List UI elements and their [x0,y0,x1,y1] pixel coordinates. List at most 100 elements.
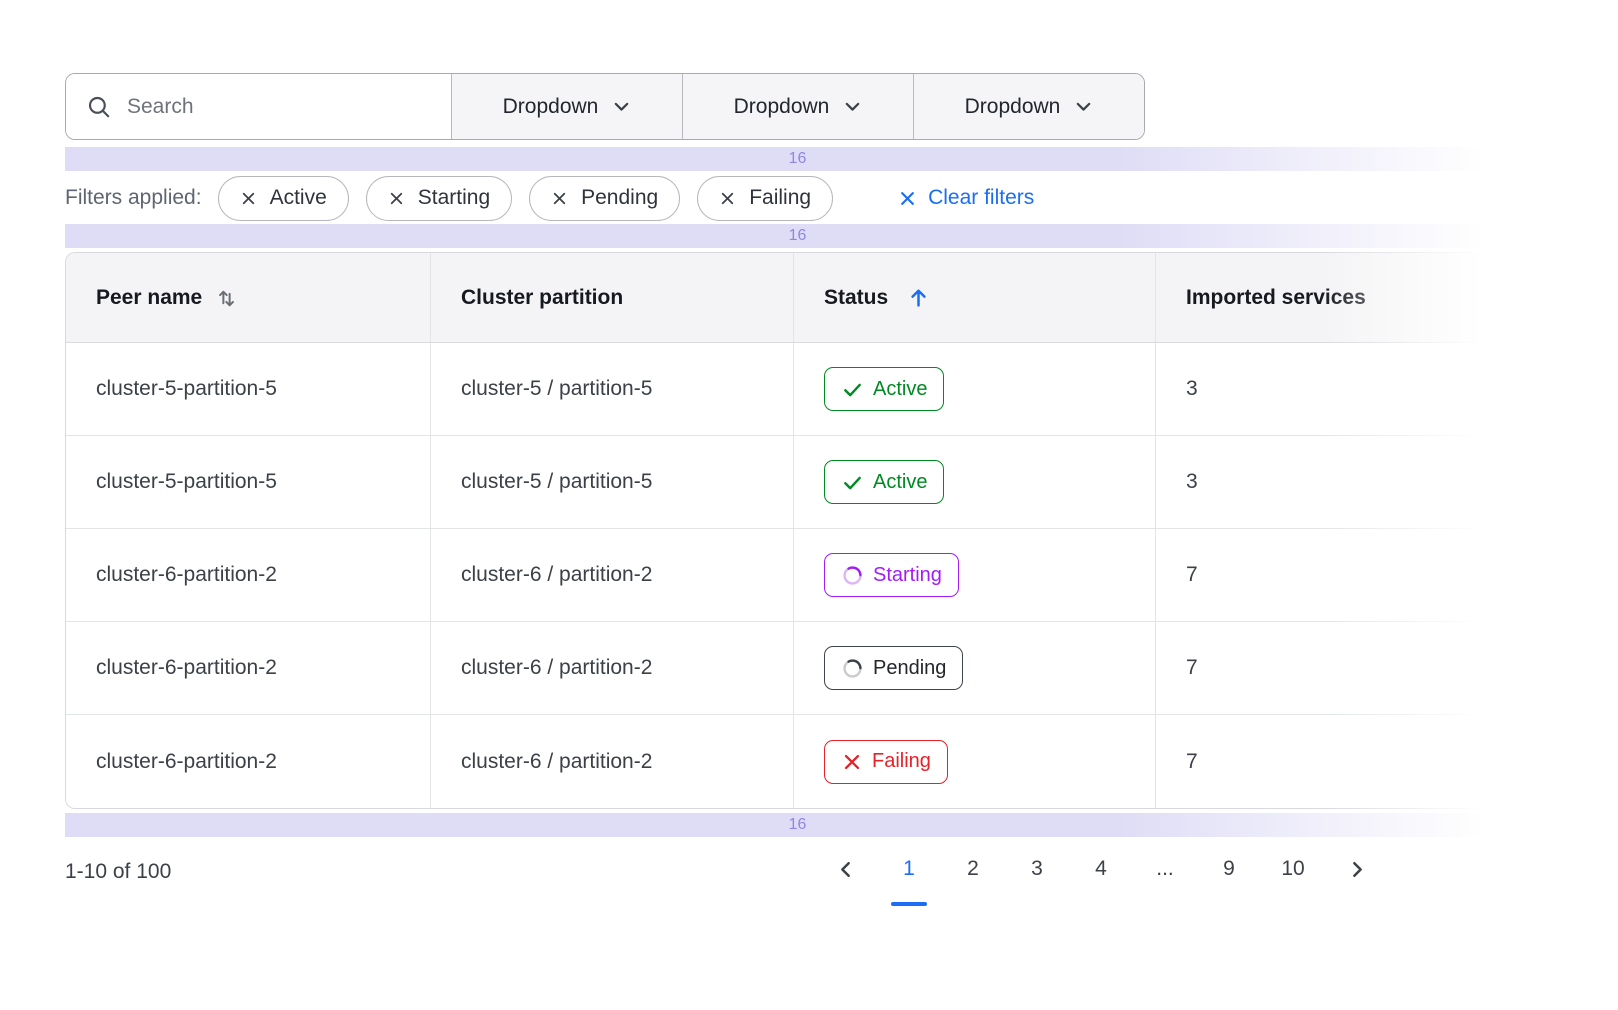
dropdown-label: Dropdown [502,94,599,118]
imported-services-cell: 3 [1186,377,1198,400]
search-input[interactable] [127,94,431,119]
peer-name-cell: cluster-6-partition-2 [66,715,431,808]
filter-pill-label: Active [269,186,327,209]
chevron-down-icon [843,97,862,116]
column-header-label: Status [824,285,889,309]
close-icon [719,190,736,207]
spacing-annotation-bar: 16 [65,147,1530,171]
page-number: 1 [903,857,915,880]
status-cell: Pending [794,622,1156,714]
current-page-underline [891,902,927,906]
cluster-partition-cell: cluster-6 / partition-2 [431,529,794,621]
close-icon [240,190,257,207]
page-button-2[interactable]: 2 [955,857,991,906]
cluster-partition-cell: cluster-5 / partition-5 [431,343,794,435]
page-number: 4 [1095,857,1107,880]
chevron-down-icon [1074,97,1093,116]
previous-page-button[interactable] [827,857,863,906]
filters-applied-label: Filters applied: [65,186,202,209]
peer-name-cell: cluster-6-partition-2 [66,529,431,621]
sort-both-icon [214,285,239,310]
page-button-10[interactable]: 10 [1275,857,1311,906]
status-cell: Active [794,343,1156,435]
search-icon [86,94,112,120]
imported-services-cell: 7 [1186,563,1198,586]
peers-table: Peer name Cluster partition Status [65,252,1510,809]
spinner-icon [841,564,864,587]
peers-table-wrap: Peer name Cluster partition Status [65,252,1530,809]
table-row: cluster-6-partition-2 cluster-6 / partit… [66,715,1510,808]
search-box[interactable] [66,74,451,139]
dropdown-button-1[interactable]: Dropdown [451,74,682,139]
status-badge-label: Active [873,377,928,400]
close-icon [388,190,405,207]
cluster-partition-cell: cluster-5 / partition-5 [431,436,794,528]
dropdown-label: Dropdown [733,94,830,118]
column-header-label: Peer name [96,285,203,309]
status-badge: Failing [824,739,948,784]
filter-pill-label: Failing [749,186,812,209]
close-icon [551,190,568,207]
status-badge: Active [824,460,945,504]
dropdown-button-3[interactable]: Dropdown [913,74,1144,139]
clear-filters-label: Clear filters [928,186,1035,209]
status-cell: Active [794,436,1156,528]
table-row: cluster-5-partition-5 cluster-5 / partit… [66,343,1510,436]
x-icon [841,751,863,773]
ellipsis-label: ... [1156,857,1174,880]
spinner-icon [841,657,864,680]
column-header-status[interactable]: Status [794,253,1156,342]
imported-services-cell: 3 [1186,470,1198,493]
peer-name-cell: cluster-5-partition-5 [66,343,431,435]
filter-pill-label: Starting [417,186,491,209]
page-button-4[interactable]: 4 [1083,857,1119,906]
status-badge: Starting [824,553,959,597]
pagination-nav: 1 2 3 4 ... 9 10 [827,857,1375,906]
table-row: cluster-6-partition-2 cluster-6 / partit… [66,622,1510,715]
cluster-partition-cell: cluster-6 / partition-2 [431,622,794,714]
spacing-annotation-bar: 16 [65,224,1530,248]
page-number: 2 [967,857,979,880]
status-badge-label: Starting [873,563,942,586]
filter-pill-label: Pending [581,186,659,209]
status-badge-label: Pending [873,656,947,679]
dropdown-button-2[interactable]: Dropdown [682,74,913,139]
cluster-partition-cell: cluster-6 / partition-2 [431,715,794,808]
page-number: 3 [1031,857,1043,880]
page-number: 9 [1223,857,1235,880]
filters-row: Filters applied: Active Starting Pending… [65,175,1618,221]
spacing-annotation-bar: 16 [65,813,1530,837]
sort-asc-icon [906,285,931,310]
pagination-summary: 1-10 of 100 [65,860,172,883]
filter-pill-active[interactable]: Active [217,175,349,221]
table-header-row: Peer name Cluster partition Status [66,253,1510,343]
table-row: cluster-6-partition-2 cluster-6 / partit… [66,529,1510,622]
status-cell: Failing [794,715,1156,808]
imported-services-cell: 7 [1186,749,1198,773]
pagination-ellipsis: ... [1147,857,1183,906]
peer-name-cell: cluster-5-partition-5 [66,436,431,528]
toolbar: Dropdown Dropdown Dropdown [65,73,1145,140]
column-header-peer-name[interactable]: Peer name [66,253,431,342]
check-icon [841,378,864,401]
pagination-row: 1-10 of 100 1 2 3 4 ... 9 [65,857,1530,906]
column-header-label: Imported services [1186,285,1366,309]
status-badge-label: Failing [872,750,931,772]
column-header-cluster-partition[interactable]: Cluster partition [431,253,794,342]
status-badge-label: Active [873,470,928,493]
imported-services-cell: 7 [1186,656,1198,679]
next-page-button[interactable] [1339,857,1375,906]
peer-name-cell: cluster-6-partition-2 [66,622,431,714]
column-header-imported-services[interactable]: Imported services [1156,253,1510,342]
filter-pill-pending[interactable]: Pending [529,175,681,221]
check-icon [841,471,864,494]
clear-filters-button[interactable]: Clear filters [898,186,1034,210]
page-button-9[interactable]: 9 [1211,857,1247,906]
filter-pill-failing[interactable]: Failing [697,175,834,221]
status-badge: Pending [824,646,964,690]
table-row: cluster-5-partition-5 cluster-5 / partit… [66,436,1510,529]
page-button-1[interactable]: 1 [891,857,927,906]
page-button-3[interactable]: 3 [1019,857,1055,906]
filter-pill-starting[interactable]: Starting [365,175,513,221]
page-number: 10 [1281,857,1305,880]
